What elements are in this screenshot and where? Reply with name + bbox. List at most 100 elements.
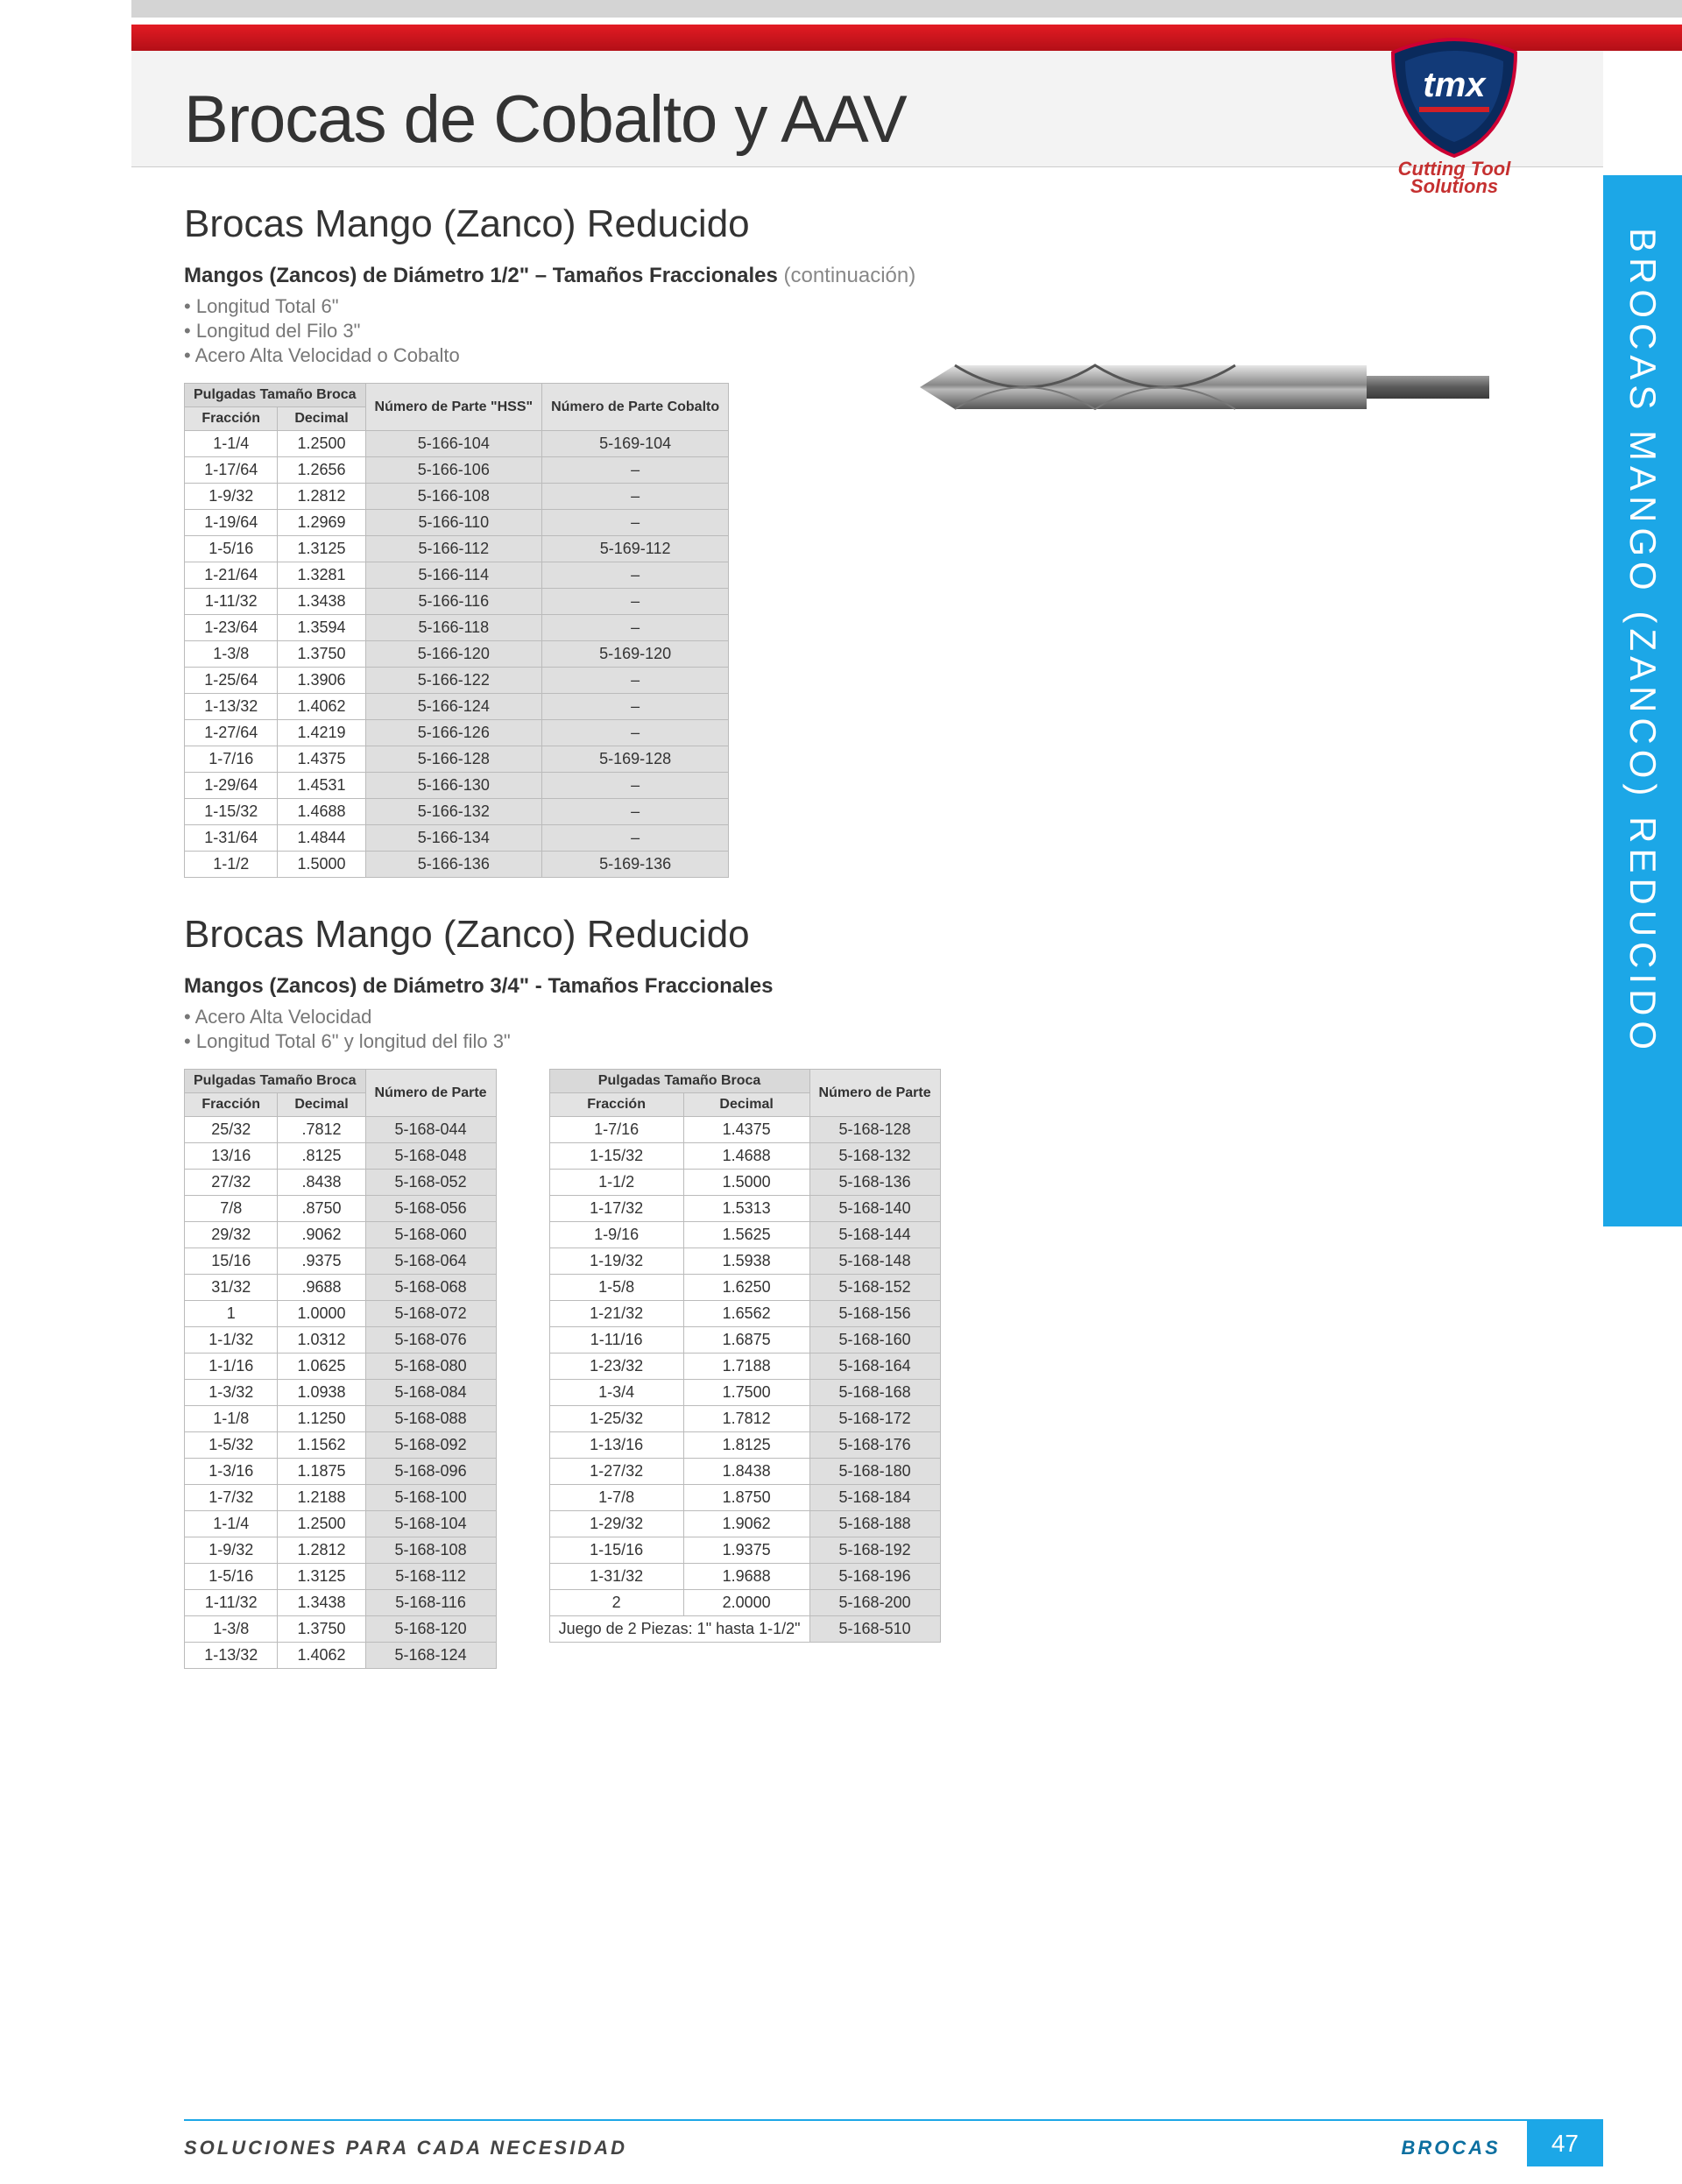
table-cell: 5-166-132 <box>365 799 542 825</box>
table-cell: 1.5000 <box>683 1170 809 1196</box>
table-cell: 1.4062 <box>278 694 365 720</box>
table-cell: 1-1/32 <box>185 1327 278 1354</box>
table-cell: 1-3/8 <box>185 641 278 668</box>
table-cell: 1.2188 <box>278 1485 365 1511</box>
table-row: 1-17/641.26565-166-106– <box>185 457 729 484</box>
svg-text:tmx: tmx <box>1423 66 1487 104</box>
table-row: 1-21/321.65625-168-156 <box>549 1301 940 1327</box>
table-cell: 1-23/32 <box>549 1354 683 1380</box>
bullet-item: Longitud del Filo 3" <box>184 320 1524 343</box>
table-cell: 1-23/64 <box>185 615 278 641</box>
table-row: 1-9/321.28125-168-108 <box>185 1537 497 1564</box>
table-cell: 1.5313 <box>683 1196 809 1222</box>
table-cell: 1-25/32 <box>549 1406 683 1432</box>
table-cell: 5-166-106 <box>365 457 542 484</box>
table-cell: 5-168-136 <box>809 1170 940 1196</box>
table-cell: 5-169-136 <box>542 852 729 878</box>
section2-table-right: Pulgadas Tamaño Broca Número de Parte Fr… <box>549 1069 941 1643</box>
table-cell: 1-1/4 <box>185 1511 278 1537</box>
table-row: 22.00005-168-200 <box>549 1590 940 1616</box>
table-row: 1-9/161.56255-168-144 <box>549 1222 940 1248</box>
table-row: 1-3/81.37505-166-1205-169-120 <box>185 641 729 668</box>
table-row: 1-15/161.93755-168-192 <box>549 1537 940 1564</box>
table-cell: 5-168-064 <box>365 1248 496 1275</box>
shield-icon: tmx <box>1384 35 1524 158</box>
table-cell: 5-168-088 <box>365 1406 496 1432</box>
table-cell: 5-168-192 <box>809 1537 940 1564</box>
table-cell: 5-168-510 <box>809 1616 940 1643</box>
table-row: 13/16.81255-168-048 <box>185 1143 497 1170</box>
table-cell: 1.3125 <box>278 1564 365 1590</box>
s1-th-group: Pulgadas Tamaño Broca <box>185 384 366 407</box>
table-cell: 5-168-116 <box>365 1590 496 1616</box>
table-row: 29/32.90625-168-060 <box>185 1222 497 1248</box>
table-cell: 1-19/32 <box>549 1248 683 1275</box>
section1-subtitle: Mangos (Zancos) de Diámetro 1/2" – Tamañ… <box>184 264 1524 288</box>
table-cell: 5-168-100 <box>365 1485 496 1511</box>
table-row: 1-5/161.31255-168-112 <box>185 1564 497 1590</box>
table-cell: 5-168-152 <box>809 1275 940 1301</box>
table-row: 1-11/321.34385-166-116– <box>185 589 729 615</box>
table-cell: 5-168-084 <box>365 1380 496 1406</box>
table-cell: 5-168-176 <box>809 1432 940 1459</box>
table-cell: 5-166-118 <box>365 615 542 641</box>
table-cell: 1.0000 <box>278 1301 365 1327</box>
table-row: 31/32.96885-168-068 <box>185 1275 497 1301</box>
table-cell: 1.3594 <box>278 615 365 641</box>
footer-slogan: SOLUCIONES PARA CADA NECESIDAD <box>184 2128 627 2159</box>
table-cell: 5-168-172 <box>809 1406 940 1432</box>
table-cell: 5-168-144 <box>809 1222 940 1248</box>
table-row: 1-9/321.28125-166-108– <box>185 484 729 510</box>
table-row: 1-25/641.39065-166-122– <box>185 668 729 694</box>
s2l-th-dec: Decimal <box>278 1093 365 1117</box>
table-cell: 5-168-060 <box>365 1222 496 1248</box>
drill-illustration <box>920 357 1489 422</box>
table-cell: 1-21/32 <box>549 1301 683 1327</box>
table-row: 1-11/321.34385-168-116 <box>185 1590 497 1616</box>
table-cell: .9375 <box>278 1248 365 1275</box>
table-row: 1-15/321.46885-168-132 <box>549 1143 940 1170</box>
table-cell: 5-169-112 <box>542 536 729 562</box>
table-cell: 1.4219 <box>278 720 365 746</box>
table-cell: 1-1/8 <box>185 1406 278 1432</box>
table-cell: 1-1/4 <box>185 431 278 457</box>
table-cell: 5-168-156 <box>809 1301 940 1327</box>
table-cell: 1.9375 <box>683 1537 809 1564</box>
s1-th-dec: Decimal <box>278 407 365 431</box>
table-cell: 1-3/8 <box>185 1616 278 1643</box>
table-cell: 5-168-160 <box>809 1327 940 1354</box>
section2-bullets: Acero Alta VelocidadLongitud Total 6" y … <box>184 1006 1524 1053</box>
table-row: 1-27/321.84385-168-180 <box>549 1459 940 1485</box>
table-cell: 29/32 <box>185 1222 278 1248</box>
table-cell: 1-7/8 <box>549 1485 683 1511</box>
table-cell: 5-168-140 <box>809 1196 940 1222</box>
table-cell: 1-7/16 <box>549 1117 683 1143</box>
table-cell: 15/16 <box>185 1248 278 1275</box>
table-row: 1-1/21.50005-166-1365-169-136 <box>185 852 729 878</box>
table-cell: 1-13/32 <box>185 694 278 720</box>
table-cell: 5-166-128 <box>365 746 542 773</box>
table-cell: – <box>542 799 729 825</box>
table-cell: – <box>542 720 729 746</box>
table-row: 1-7/321.21885-168-100 <box>185 1485 497 1511</box>
table-cell: – <box>542 615 729 641</box>
page-footer: SOLUCIONES PARA CADA NECESIDAD BROCAS 47 <box>184 2119 1603 2166</box>
table-cell: 1.3281 <box>278 562 365 589</box>
bullet-item: Acero Alta Velocidad <box>184 1006 1524 1028</box>
table-cell: 5-168-168 <box>809 1380 940 1406</box>
table-cell: 5-168-128 <box>809 1117 940 1143</box>
table-row: 1-3/41.75005-168-168 <box>549 1380 940 1406</box>
table-cell: Juego de 2 Piezas: 1" hasta 1-1/2" <box>549 1616 809 1643</box>
table-row: 1-31/641.48445-166-134– <box>185 825 729 852</box>
table-row: 1-1/21.50005-168-136 <box>549 1170 940 1196</box>
table-cell: 1-25/64 <box>185 668 278 694</box>
table-row: 1-1/41.25005-166-1045-169-104 <box>185 431 729 457</box>
table-row: 1-1/321.03125-168-076 <box>185 1327 497 1354</box>
table-cell: 1.0625 <box>278 1354 365 1380</box>
table-row: 1-25/321.78125-168-172 <box>549 1406 940 1432</box>
table-cell: 1-3/16 <box>185 1459 278 1485</box>
table-cell: 5-168-076 <box>365 1327 496 1354</box>
table-cell: 5-166-112 <box>365 536 542 562</box>
table-cell: 1.5625 <box>683 1222 809 1248</box>
table-cell: 1.4375 <box>683 1117 809 1143</box>
